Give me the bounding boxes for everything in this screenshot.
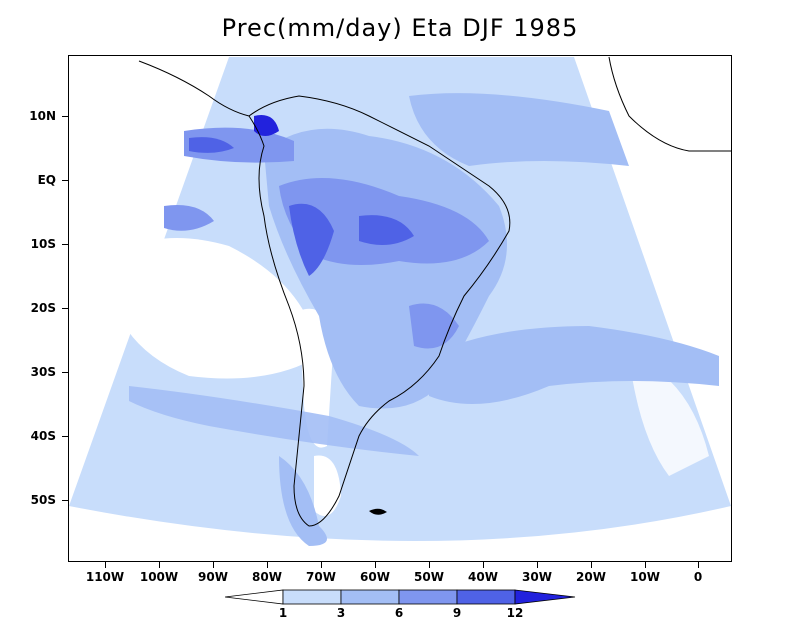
- lon-label-80w: 80W: [252, 570, 282, 584]
- lon-tick-80w: [267, 562, 268, 568]
- lon-tick-90w: [213, 562, 214, 568]
- lat-tick-50s: [62, 500, 68, 501]
- south-america-coastline: [248, 95, 511, 527]
- lon-label-100w: 100W: [139, 570, 179, 584]
- dry-area-south-atlantic-east: [629, 356, 709, 476]
- wet-core-pacific-south: [164, 205, 214, 231]
- lon-label-10w: 10W: [630, 570, 660, 584]
- lon-tick-10w: [645, 562, 646, 568]
- wet-core-itcz-pacific: [184, 127, 294, 163]
- lat-tick-40s: [62, 436, 68, 437]
- lat-tick-10n: [62, 116, 68, 117]
- lat-tick-20s: [62, 308, 68, 309]
- colorbar-label-1: 1: [278, 606, 288, 620]
- lon-label-30w: 30W: [522, 570, 552, 584]
- wet-band-atlantic-itcz: [409, 93, 629, 166]
- lon-tick-70w: [321, 562, 322, 568]
- lon-tick-0: [698, 562, 699, 568]
- lat-label-50s: 50S: [30, 493, 56, 507]
- lat-label-20s: 20S: [30, 301, 56, 315]
- lon-label-50w: 50W: [414, 570, 444, 584]
- lat-label-eq: EQ: [37, 173, 56, 187]
- lon-tick-20w: [591, 562, 592, 568]
- africa-coastline: [608, 56, 731, 152]
- lon-tick-100w: [159, 562, 160, 568]
- lat-tick-30s: [62, 372, 68, 373]
- colorbar: [225, 589, 576, 605]
- lat-tick-eq: [62, 180, 68, 181]
- wet-core-brazil-south: [409, 303, 459, 349]
- map-title: Prec(mm/day) Eta DJF 1985: [221, 14, 579, 42]
- lat-label-10n: 10N: [29, 109, 56, 123]
- precipitation-map: [69, 56, 731, 546]
- colorbar-label-3: 3: [336, 606, 346, 620]
- colorbar-segment-below-1: [225, 589, 284, 605]
- wet-band-sacz: [429, 326, 719, 404]
- max-core-amazon-east: [359, 215, 414, 245]
- wet-band-south-atlantic: [129, 386, 419, 456]
- colorbar-segment-6-9: [398, 589, 458, 605]
- lon-label-110w: 110W: [85, 570, 125, 584]
- dry-area-patagonia: [314, 455, 341, 516]
- colorbar-label-9: 9: [452, 606, 462, 620]
- colorbar-segment-1-3: [282, 589, 342, 605]
- max-core-andes: [289, 203, 334, 276]
- lat-tick-10s: [62, 244, 68, 245]
- lon-tick-30w: [537, 562, 538, 568]
- lon-label-90w: 90W: [198, 570, 228, 584]
- lon-label-40w: 40W: [468, 570, 498, 584]
- lat-label-30s: 30S: [30, 365, 56, 379]
- lat-label-10s: 10S: [30, 237, 56, 251]
- colorbar-segment-9-12: [456, 589, 516, 605]
- colorbar-segment-3-6: [340, 589, 400, 605]
- map-plot-area: [68, 55, 732, 562]
- colorbar-segment-above-12: [514, 589, 576, 605]
- lon-label-60w: 60W: [360, 570, 390, 584]
- lon-tick-40w: [483, 562, 484, 568]
- lon-label-0: 0: [693, 570, 703, 584]
- lon-tick-60w: [375, 562, 376, 568]
- lat-label-40s: 40S: [30, 429, 56, 443]
- central-america-coastline: [138, 60, 250, 117]
- lon-tick-50w: [429, 562, 430, 568]
- falkland-islands: [369, 508, 387, 515]
- max-core-itcz: [189, 137, 234, 153]
- lon-label-20w: 20W: [576, 570, 606, 584]
- wet-area-southern-andes: [279, 456, 327, 546]
- colorbar-label-6: 6: [394, 606, 404, 620]
- lon-tick-110w: [105, 562, 106, 568]
- max-core-colombia: [254, 115, 279, 136]
- dry-area-east-pacific: [114, 238, 319, 379]
- lon-label-70w: 70W: [306, 570, 336, 584]
- colorbar-label-12: 12: [506, 606, 524, 620]
